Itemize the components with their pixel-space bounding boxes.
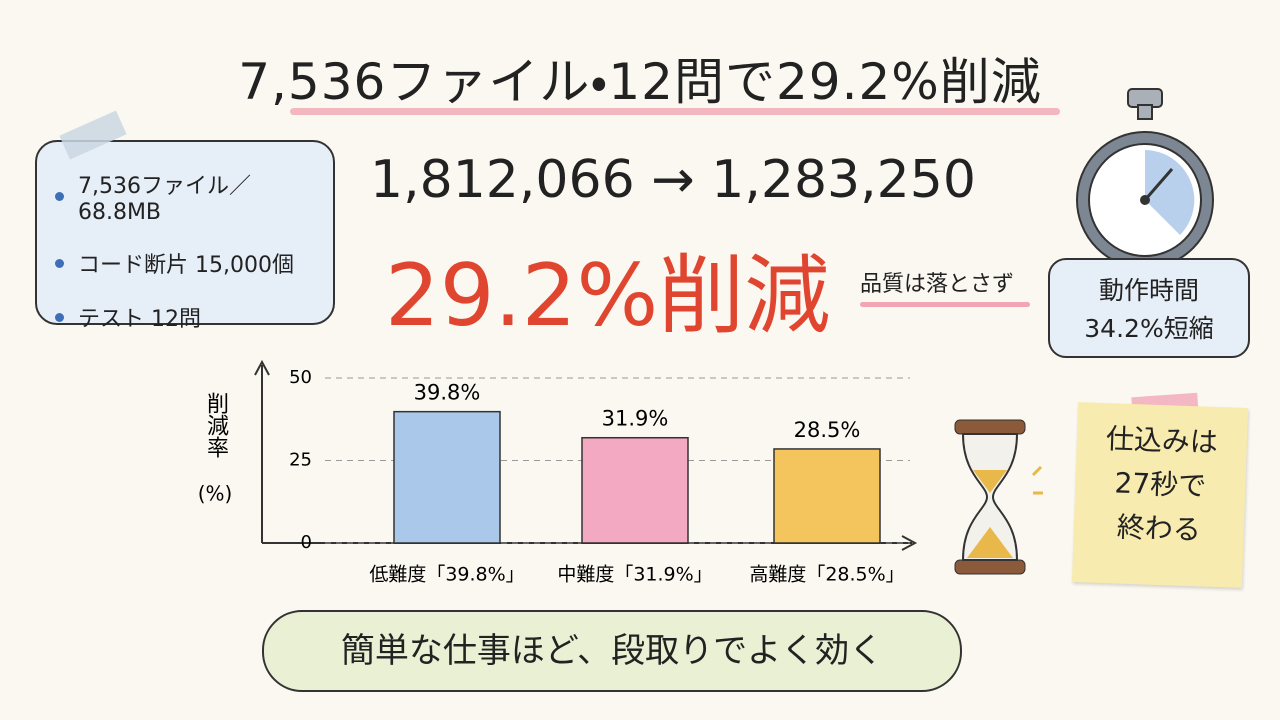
- x-tick-label: 低難度「39.8%」: [369, 564, 524, 586]
- stats-card: 7,536ファイル／68.8MB コード断片 15,000個 テスト 12問: [35, 140, 335, 332]
- headline: 29.2%削減: [385, 246, 831, 346]
- value-label: 28.5%: [794, 418, 861, 442]
- y-axis-unit: (%): [198, 482, 233, 506]
- sticky-text: 仕込みは: [1105, 422, 1219, 459]
- stat: コード断片 15,000個: [55, 247, 333, 279]
- sticky-text: 27秒で: [1113, 466, 1207, 503]
- stopwatch-text: 動作時間: [1098, 276, 1199, 305]
- comparison: 1,812,066 → 1,283,250: [370, 150, 976, 210]
- x-tick-label: 高難度「28.5%」: [749, 564, 904, 586]
- y-tick-label: 25: [289, 450, 312, 471]
- value-label: 31.9%: [602, 407, 669, 431]
- title: 7,536ファイル・12問で29.2%削減: [238, 53, 1042, 111]
- chart: 削減率 (%) 0 25 50 39.8% 低難度「39.8%」 31.9% 中難度「31.…: [198, 359, 918, 586]
- note: 品質は落とさず: [860, 272, 1015, 297]
- y-axis-label: 削減率: [203, 392, 229, 458]
- stats-list: 7,536ファイル／68.8MB コード断片 15,000個 テスト 12問: [55, 168, 333, 333]
- sticky-note: 仕込みは 27秒で 終わる: [1071, 402, 1249, 588]
- hourglass-icon: [954, 419, 1043, 575]
- stat: テスト 12問: [55, 301, 333, 333]
- stat: 7,536ファイル／68.8MB: [55, 168, 333, 225]
- y-tick-label: 0: [301, 532, 312, 553]
- underline: [290, 108, 1060, 115]
- y-tick-label: 50: [289, 367, 312, 388]
- stopwatch-card: 動作時間 34.2%短縮: [1048, 258, 1250, 358]
- underline: [860, 302, 1030, 307]
- bar: [393, 410, 501, 544]
- bar: [581, 436, 689, 544]
- stopwatch-icon: [1076, 88, 1214, 265]
- sticky-text: 終わる: [1116, 510, 1202, 547]
- x-tick-label: 中難度「31.9%」: [557, 564, 712, 586]
- value-label: 39.8%: [414, 381, 481, 405]
- stopwatch-text: 34.2%短縮: [1084, 314, 1214, 343]
- arrow: [901, 535, 918, 551]
- bar: [773, 448, 881, 544]
- arrow: [254, 359, 270, 376]
- speech-bubble: 簡単な仕事ほど、段取りでよく効く: [262, 610, 962, 692]
